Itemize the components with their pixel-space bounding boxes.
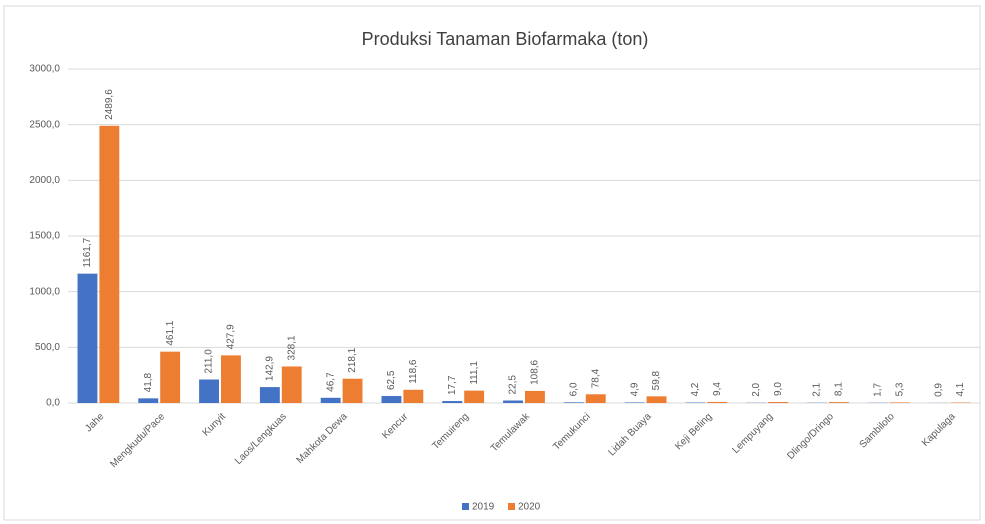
- value-label: 461,1: [165, 320, 176, 345]
- value-label: 2,0: [751, 382, 762, 396]
- x-tick-label: Mengkudu/Pace: [108, 411, 167, 470]
- bar: [464, 390, 485, 403]
- value-label: 1161,7: [82, 237, 93, 267]
- bar: [525, 390, 545, 403]
- bar: [403, 389, 424, 403]
- value-label: 218,1: [347, 347, 358, 372]
- bar: [889, 402, 910, 403]
- legend-swatch: [508, 503, 515, 510]
- x-tick-label: Laos/Lengkuas: [233, 411, 289, 467]
- bar: [342, 378, 363, 403]
- value-label: 59,8: [651, 370, 662, 390]
- value-label: 4,9: [629, 382, 640, 396]
- bar: [381, 396, 402, 403]
- value-label: 62,5: [386, 370, 397, 390]
- legend-label: 2020: [518, 502, 541, 513]
- x-tick-label: Temuireng: [430, 411, 471, 452]
- bar: [585, 394, 606, 403]
- bar: [199, 379, 219, 403]
- value-label: 0,9: [933, 383, 944, 397]
- bar: [646, 396, 667, 403]
- y-tick-label: 500,0: [35, 342, 60, 353]
- bar: [442, 401, 463, 403]
- y-tick-label: 2500,0: [29, 119, 60, 130]
- x-tick-label: Jahe: [83, 411, 106, 434]
- chart-title: Produksi Tanaman Biofarmaka (ton): [362, 29, 649, 49]
- y-tick-label: 1500,0: [29, 231, 60, 242]
- value-label: 4,2: [690, 382, 701, 396]
- legend-swatch: [462, 503, 469, 510]
- value-label: 2489,6: [104, 89, 115, 120]
- bar: [320, 397, 341, 403]
- value-label: 9,0: [773, 382, 784, 396]
- x-tick-label: Lidah Buaya: [606, 411, 653, 458]
- value-label: 211,0: [204, 349, 215, 374]
- value-label: 17,7: [447, 375, 458, 395]
- bar: [281, 366, 302, 403]
- value-label: 142,9: [264, 356, 275, 381]
- value-label: 118,6: [408, 359, 419, 384]
- value-label: 22,5: [508, 375, 519, 395]
- x-tick-label: Kunyit: [201, 411, 229, 439]
- bar: [563, 402, 584, 403]
- value-label: 4,1: [955, 382, 966, 396]
- bar: [138, 398, 159, 403]
- x-tick-label: Kencur: [380, 411, 411, 442]
- value-label: 111,1: [469, 361, 480, 385]
- x-tick-label: Lempuyang: [730, 411, 775, 456]
- x-tick-label: Temukunci: [551, 411, 593, 453]
- value-label: 2,1: [812, 382, 823, 396]
- value-label: 427,9: [226, 324, 237, 349]
- x-tick-label: Temulawak: [489, 411, 533, 455]
- bar: [221, 355, 241, 403]
- bar: [624, 402, 645, 403]
- x-tick-label: Kapulaga: [920, 411, 958, 449]
- bar: [160, 351, 181, 403]
- x-tick-label: Dlingo/Dringo: [785, 411, 836, 462]
- bar: [259, 387, 280, 403]
- value-label: 41,8: [143, 372, 154, 392]
- value-label: 108,6: [530, 359, 541, 384]
- value-label: 6,0: [568, 382, 579, 396]
- bar: [99, 125, 120, 404]
- x-tick-label: Keji Beling: [673, 411, 714, 452]
- y-tick-label: 3000,0: [29, 64, 60, 75]
- bar: [707, 401, 728, 403]
- value-label: 1,7: [872, 382, 883, 396]
- x-tick-label: Sambiloto: [858, 411, 898, 451]
- y-tick-label: 2000,0: [29, 175, 60, 186]
- value-label: 46,7: [325, 372, 336, 392]
- value-label: 5,3: [894, 382, 905, 396]
- bar: [503, 400, 523, 403]
- bar: [829, 402, 849, 403]
- value-label: 328,1: [286, 335, 297, 360]
- y-tick-label: 1000,0: [29, 286, 60, 297]
- chart-border: [3, 5, 981, 521]
- legend-label: 2019: [472, 502, 495, 513]
- y-tick-label: 0,0: [46, 398, 60, 409]
- bar: [768, 401, 789, 403]
- value-label: 8,1: [834, 382, 845, 396]
- value-label: 9,4: [712, 382, 723, 396]
- bar: [77, 273, 98, 403]
- value-label: 78,4: [590, 368, 601, 388]
- x-tick-label: Mahkota Dewa: [295, 411, 350, 466]
